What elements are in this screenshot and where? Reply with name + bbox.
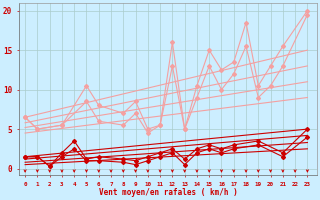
- X-axis label: Vent moyen/en rafales ( km/h ): Vent moyen/en rafales ( km/h ): [99, 188, 237, 197]
